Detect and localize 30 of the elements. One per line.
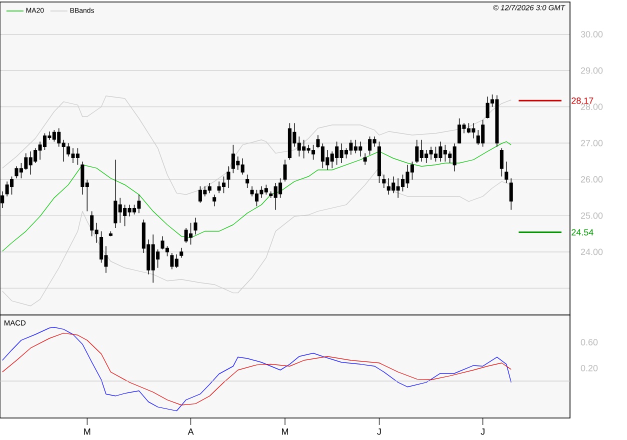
y-tick-label: 28.00 (580, 104, 603, 110)
candlestick (509, 178, 513, 210)
y-tick-label: 0.20 (580, 364, 598, 372)
y-tick-label: 0.60 (580, 339, 598, 346)
y-tick-label: 30.00 (580, 31, 603, 38)
x-tick-label: J (480, 428, 484, 435)
y-tick-label: 29.00 (580, 67, 603, 74)
x-tick-label: M (84, 428, 90, 435)
ref-line-label: 24.54 (572, 229, 594, 236)
candlestick (377, 141, 381, 184)
candlestick (363, 152, 367, 166)
candlestick (504, 161, 508, 184)
x-tick-label: M (282, 428, 288, 435)
y-tick-label: 27.00 (580, 140, 603, 146)
candlestick (283, 159, 287, 182)
candlestick (226, 166, 230, 188)
x-tick-label: J (377, 428, 381, 435)
y-tick-label: 25.00 (580, 212, 603, 219)
candlestick (500, 148, 504, 177)
candlestick (246, 174, 250, 188)
candlestick (180, 248, 184, 258)
x-tick-label: A (188, 428, 194, 435)
candlestick (382, 174, 386, 188)
y-tick-label: 26.00 (580, 176, 603, 183)
candlestick (76, 148, 80, 166)
ref-line-label: 28.17 (572, 97, 594, 104)
y-tick-label: 24.00 (580, 248, 603, 256)
candlestick (108, 230, 112, 237)
candlestick (212, 194, 216, 207)
candlestick (194, 217, 198, 235)
